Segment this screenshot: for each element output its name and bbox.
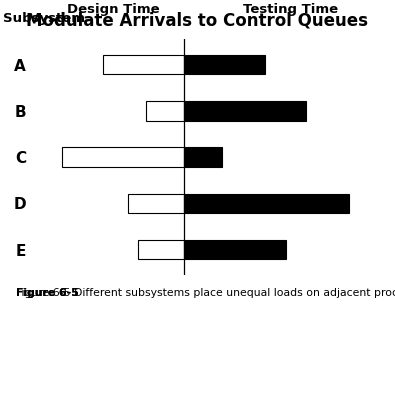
Bar: [62, 147, 184, 167]
Bar: [184, 101, 306, 121]
Bar: [103, 55, 184, 74]
Bar: [184, 147, 222, 167]
Text: Figure 6-5: Figure 6-5: [16, 288, 79, 298]
Text: Modulate Arrivals to Control Queues: Modulate Arrivals to Control Queues: [26, 12, 369, 30]
Text: Design Time: Design Time: [66, 3, 159, 16]
Bar: [146, 101, 184, 121]
Text: Figure 6-5: Figure 6-5: [16, 288, 79, 298]
Text: Testing Time: Testing Time: [243, 3, 338, 16]
Bar: [184, 240, 286, 259]
Bar: [128, 194, 184, 213]
Bar: [184, 194, 349, 213]
Text: Figure 6-5 Different subsystems place unequal loads on adjacent processes. This : Figure 6-5 Different subsystems place un…: [16, 288, 395, 298]
Text: Subsystem: Subsystem: [3, 12, 85, 25]
Bar: [138, 240, 184, 259]
Bar: [184, 55, 265, 74]
